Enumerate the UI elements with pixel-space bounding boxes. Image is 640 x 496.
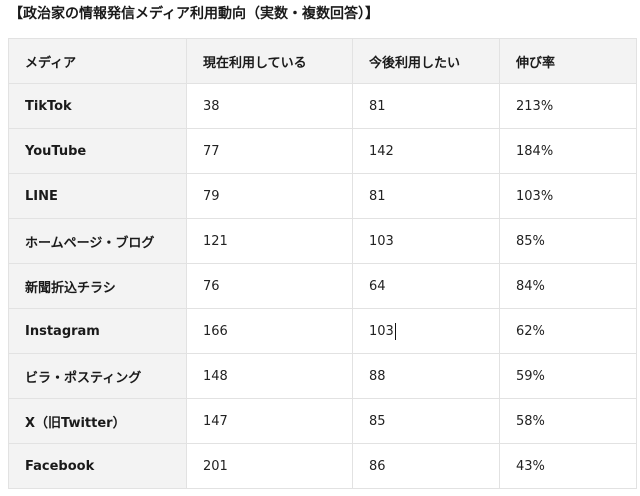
table-row: ホームページ・ブログ 121 103 85% bbox=[8, 218, 637, 264]
growth-rate-cell: 58% bbox=[499, 398, 637, 444]
growth-rate-cell: 43% bbox=[499, 443, 637, 489]
media-name-cell: ビラ・ポスティング bbox=[8, 353, 187, 399]
future-use-cell: 88 bbox=[352, 353, 500, 399]
table-row: Facebook 201 86 43% bbox=[8, 443, 637, 489]
growth-rate-cell: 184% bbox=[499, 128, 637, 174]
table-row: LINE 79 81 103% bbox=[8, 173, 637, 219]
current-use-cell: 79 bbox=[186, 173, 353, 219]
current-use-cell: 121 bbox=[186, 218, 353, 264]
future-use-cell: 85 bbox=[352, 398, 500, 444]
media-usage-table: メディア 現在利用している 今後利用したい 伸び率 TikTok 38 81 2… bbox=[8, 38, 637, 489]
current-use-cell: 38 bbox=[186, 83, 353, 129]
table-header-row: メディア 現在利用している 今後利用したい 伸び率 bbox=[8, 38, 637, 84]
current-use-cell: 77 bbox=[186, 128, 353, 174]
media-name-cell: Facebook bbox=[8, 443, 187, 489]
media-name-cell: TikTok bbox=[8, 83, 187, 129]
growth-rate-cell: 59% bbox=[499, 353, 637, 399]
future-use-cell: 86 bbox=[352, 443, 500, 489]
media-name-cell: YouTube bbox=[8, 128, 187, 174]
text-cursor bbox=[394, 322, 396, 340]
header-media: メディア bbox=[8, 38, 187, 84]
growth-rate-cell: 84% bbox=[499, 263, 637, 309]
table-row: TikTok 38 81 213% bbox=[8, 83, 637, 129]
page-title: 【政治家の情報発信メディア利用動向（実数・複数回答）】 bbox=[9, 6, 380, 22]
growth-rate-cell: 85% bbox=[499, 218, 637, 264]
future-use-cell: 81 bbox=[352, 83, 500, 129]
table-row: ビラ・ポスティング 148 88 59% bbox=[8, 353, 637, 399]
media-name-cell: ホームページ・ブログ bbox=[8, 218, 187, 264]
header-growth-rate: 伸び率 bbox=[499, 38, 637, 84]
table-row: Instagram 166 103 62% bbox=[8, 308, 637, 354]
header-future-use: 今後利用したい bbox=[352, 38, 500, 84]
future-use-cell: 142 bbox=[352, 128, 500, 174]
future-use-cell: 81 bbox=[352, 173, 500, 219]
header-current-use: 現在利用している bbox=[186, 38, 353, 84]
future-use-value: 103 bbox=[369, 323, 394, 339]
current-use-cell: 148 bbox=[186, 353, 353, 399]
current-use-cell: 201 bbox=[186, 443, 353, 489]
media-name-cell: 新聞折込チラシ bbox=[8, 263, 187, 309]
current-use-cell: 166 bbox=[186, 308, 353, 354]
table-row: X（旧Twitter） 147 85 58% bbox=[8, 398, 637, 444]
media-name-cell: X（旧Twitter） bbox=[8, 398, 187, 444]
future-use-cell-editing[interactable]: 103 bbox=[352, 308, 500, 354]
current-use-cell: 76 bbox=[186, 263, 353, 309]
table-row: YouTube 77 142 184% bbox=[8, 128, 637, 174]
future-use-cell: 64 bbox=[352, 263, 500, 309]
media-name-cell: LINE bbox=[8, 173, 187, 219]
future-use-cell: 103 bbox=[352, 218, 500, 264]
growth-rate-cell: 213% bbox=[499, 83, 637, 129]
growth-rate-cell: 103% bbox=[499, 173, 637, 219]
growth-rate-cell: 62% bbox=[499, 308, 637, 354]
table-row: 新聞折込チラシ 76 64 84% bbox=[8, 263, 637, 309]
current-use-cell: 147 bbox=[186, 398, 353, 444]
media-name-cell: Instagram bbox=[8, 308, 187, 354]
